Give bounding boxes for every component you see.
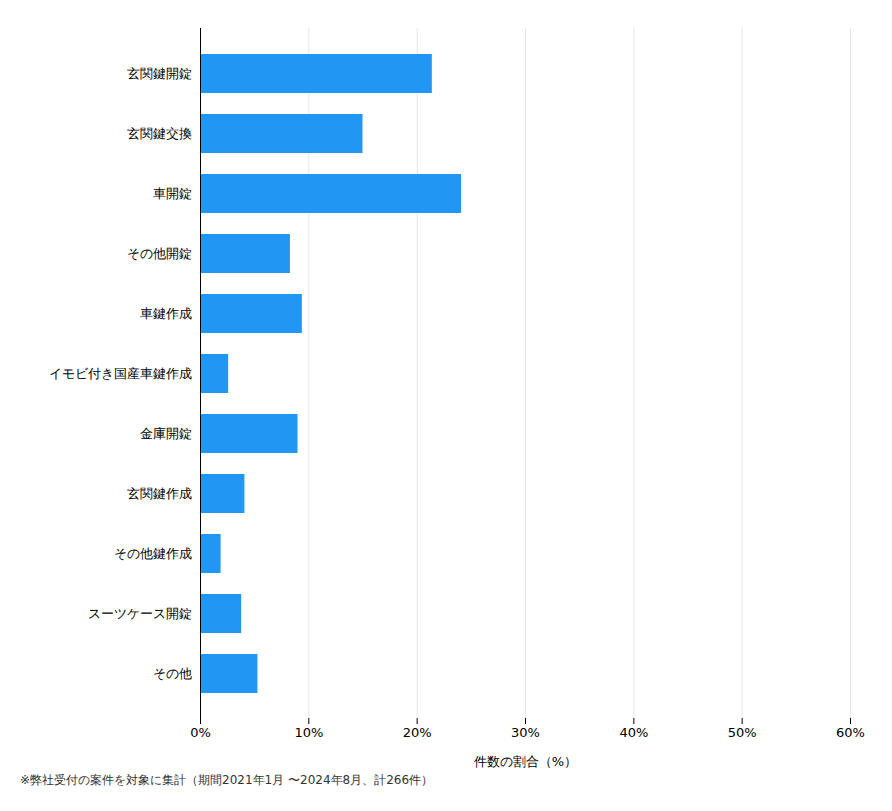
svg-text:イモビ付き国産車鍵作成: イモビ付き国産車鍵作成: [49, 366, 192, 381]
svg-text:30%: 30%: [511, 725, 540, 740]
svg-text:その他開錠: その他開錠: [127, 246, 192, 261]
svg-text:60%: 60%: [836, 725, 865, 740]
svg-text:車鍵作成: 車鍵作成: [140, 306, 192, 321]
svg-text:玄関鍵作成: 玄関鍵作成: [127, 486, 192, 501]
svg-text:20%: 20%: [403, 725, 432, 740]
svg-text:0%: 0%: [190, 725, 211, 740]
svg-text:金庫開錠: 金庫開錠: [140, 426, 192, 441]
svg-text:その他: その他: [153, 666, 192, 681]
svg-text:玄関鍵開錠: 玄関鍵開錠: [127, 66, 192, 81]
svg-text:40%: 40%: [619, 725, 648, 740]
svg-text:車開錠: 車開錠: [153, 186, 192, 201]
svg-text:その他鍵作成: その他鍵作成: [114, 546, 192, 561]
svg-text:スーツケース開錠: スーツケース開錠: [88, 606, 192, 621]
svg-text:10%: 10%: [294, 725, 323, 740]
html-text:※弊社受付の案件を対象に集計（期間2021年1月 〜2024: ※弊社受付の案件を対象に集計（期間2021年1月 〜2024年8月、計266件）: [20, 773, 434, 787]
svg-text:件数の割合（%）: 件数の割合（%）: [474, 754, 577, 769]
svg-text:50%: 50%: [728, 725, 757, 740]
svg-text:玄関鍵交換: 玄関鍵交換: [127, 126, 192, 141]
